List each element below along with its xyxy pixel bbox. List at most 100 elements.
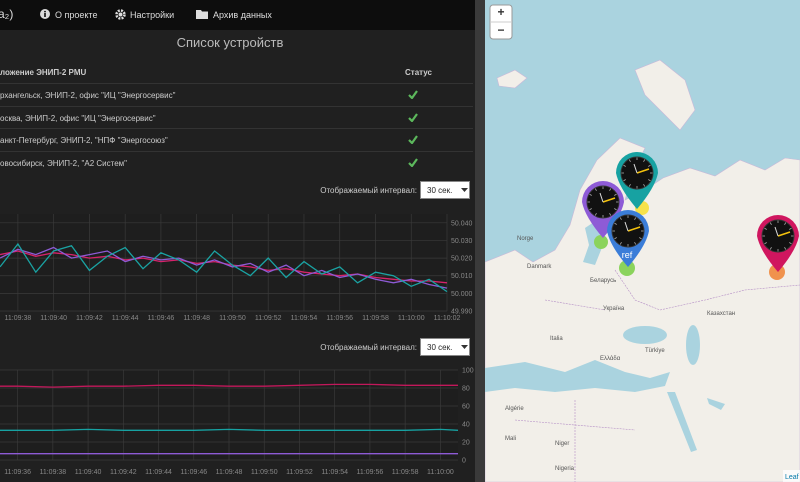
y-tick-label: 60 (462, 404, 470, 411)
status-ok-icon (408, 135, 418, 144)
clock-tick (589, 208, 592, 211)
clock-tick (594, 213, 597, 216)
interval-label: Отображаемый интервал: (320, 343, 417, 352)
y-tick-label: 100 (462, 368, 474, 375)
y-tick-label: 0 (462, 458, 466, 465)
clock-hand (602, 197, 616, 203)
clock-tick (643, 184, 646, 187)
x-tick-label: 11:09:52 (255, 315, 282, 322)
status-ok-icon (408, 90, 418, 99)
clock-tick (614, 193, 617, 196)
interval-select[interactable]: 30 сек. (420, 338, 470, 356)
clock-tick (643, 159, 646, 162)
plot-area (0, 214, 447, 311)
map-label: Niger (555, 441, 569, 447)
table-row: овосибирск, ЭНИП-2, "А2 Систем" (0, 150, 473, 174)
select-value: 30 сек. (427, 186, 453, 195)
clock-tick (769, 247, 772, 250)
clock-tick (784, 222, 787, 225)
x-tick-label: 11:09:56 (357, 469, 384, 476)
zoom-in[interactable]: + (497, 5, 504, 19)
splitter (475, 0, 485, 482)
x-tick-label: 11:09:44 (145, 469, 172, 476)
x-tick-label: 11:09:54 (321, 469, 348, 476)
y-tick-label: 40 (462, 422, 470, 429)
border (514, 269, 800, 482)
map-canvas: Norge Danmark Беларусь Україна Казахстан… (485, 4, 800, 482)
y-tick-label: 20 (462, 440, 470, 447)
x-tick-label: 11:09:52 (286, 469, 313, 476)
nav-item[interactable]: Архив данных (213, 10, 272, 20)
devices-title: Список устройств (176, 35, 284, 50)
header-cell: Статус (405, 68, 432, 77)
clock-tick (789, 242, 792, 245)
x-tick-label: 11:09:40 (40, 315, 67, 322)
x-tick-label: 11:09:48 (216, 469, 243, 476)
device-name: рхангельск, ЭНИП-2, офис "ИЦ "Энергосерв… (0, 91, 176, 100)
x-tick-label: 11:09:40 (75, 469, 102, 476)
y-tick-label: 50.020 (451, 256, 473, 263)
clock-tick (594, 188, 597, 191)
logo[interactable]: (a₂) (0, 7, 14, 21)
x-tick-label: 11:09:46 (148, 315, 175, 322)
series-line (0, 428, 459, 431)
clock-tick (614, 208, 617, 211)
x-tick-label: 11:09:38 (5, 315, 32, 322)
x-tick-label: 11:09:48 (183, 315, 210, 322)
map-label: Mali (505, 436, 516, 442)
table-row: осква, ЭНИП-2, офис "ИЦ "Энергосервис" (0, 105, 473, 129)
nav-item[interactable]: Настройки (130, 10, 175, 20)
map-label: Nigeria (555, 466, 575, 472)
clock-hand (627, 226, 641, 232)
interval-select[interactable]: 30 сек. (420, 181, 470, 199)
clock-tick (628, 184, 631, 187)
check (408, 135, 418, 144)
select-value: 30 сек. (427, 343, 453, 352)
status-ok-icon (408, 157, 418, 167)
table-header: ложение ЭНИП-2 PMU Статус (0, 61, 473, 83)
clock-tick (623, 164, 626, 167)
clock-hand (633, 163, 638, 174)
header-cell: ложение ЭНИП-2 PMU (0, 68, 87, 77)
info-icon (40, 9, 50, 19)
nav-item[interactable]: О проекте (55, 10, 98, 20)
x-tick-label: 11:09:42 (76, 315, 103, 322)
sea (485, 360, 670, 392)
y-tick-label: 50.010 (451, 273, 473, 280)
table-row: рхангельск, ЭНИП-2, офис "ИЦ "Энергосерв… (0, 83, 473, 106)
marker-pin (607, 210, 649, 267)
attribution[interactable]: Leaf (785, 474, 799, 481)
y-tick-label: 49.990 (451, 309, 473, 316)
clock-hand (599, 192, 604, 203)
y-tick-label: 50.000 (451, 291, 473, 298)
clock-hand (624, 221, 629, 232)
series-line (0, 242, 448, 293)
value-chart: 0 20 40 60 80 100 11:09:36 11:09:38 11:09:40 11:0… (0, 368, 474, 476)
clock-tick (634, 217, 637, 220)
caret (461, 345, 468, 349)
map-labels: Norge Danmark Беларусь Україна Казахстан… (505, 236, 735, 472)
clock-tick (648, 179, 651, 182)
attribution-box (783, 470, 800, 482)
y-tick-label: 50.040 (451, 220, 473, 227)
map-label: Беларусь (590, 278, 616, 284)
clock-tick (764, 242, 767, 245)
x-tick-label: 11:10:00 (427, 469, 454, 476)
folder-icon (196, 10, 208, 19)
sea (707, 398, 725, 410)
check (408, 157, 418, 167)
caret (461, 188, 468, 192)
x-tick-label: 11:09:42 (110, 469, 137, 476)
clock-tick (639, 222, 642, 225)
clock-tick (614, 237, 617, 240)
markers (582, 152, 799, 272)
x-tick-label: 11:09:36 (4, 469, 31, 476)
x-tick-label: 11:09:38 (39, 469, 66, 476)
marker-pin (757, 215, 799, 272)
sea (686, 325, 700, 365)
navbar: (a₂) О проекте Настройки Архив данных (0, 0, 475, 30)
map-label: Türkiye (645, 348, 665, 354)
zoom-out[interactable]: − (497, 23, 504, 37)
clock-tick (634, 242, 637, 245)
